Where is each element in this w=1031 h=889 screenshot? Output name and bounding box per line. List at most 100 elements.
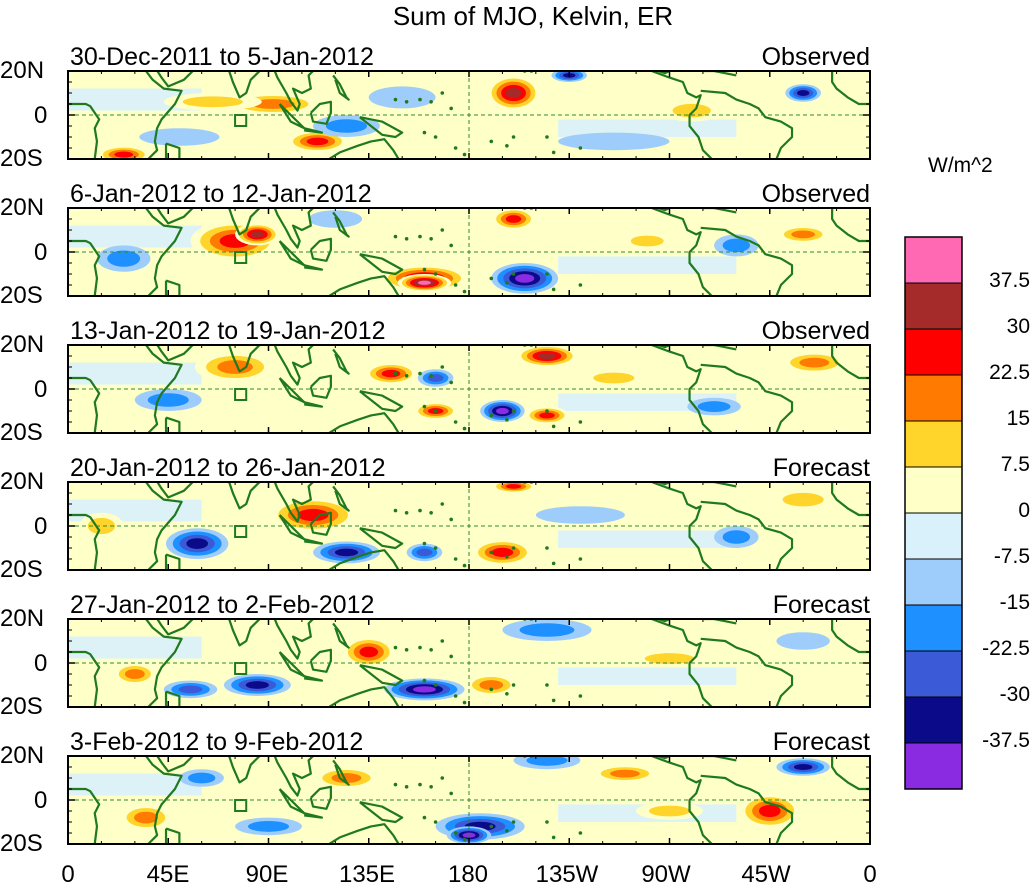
lat-label-eq: 0 bbox=[34, 376, 48, 403]
island-dot bbox=[449, 243, 453, 248]
asia-coast bbox=[227, 619, 315, 660]
island-dot bbox=[449, 791, 453, 796]
region-box bbox=[234, 662, 248, 675]
positive-anomaly bbox=[479, 680, 504, 690]
negative-anomaly bbox=[186, 538, 209, 549]
negative-anomaly bbox=[515, 274, 535, 283]
island-dot bbox=[449, 106, 453, 111]
negative-anomaly bbox=[776, 632, 830, 650]
panel-period: 30-Dec-2011 to 5-Jan-2012 bbox=[70, 43, 374, 71]
lat-label-20n: 20N bbox=[0, 468, 45, 495]
colorbar-label: 22.5 bbox=[989, 361, 1030, 384]
lat-label-20n: 20N bbox=[0, 331, 45, 358]
positive-anomaly bbox=[182, 96, 243, 108]
island-dot bbox=[545, 820, 549, 824]
madagascar-coast bbox=[164, 827, 181, 844]
island-dot bbox=[433, 409, 438, 413]
arabia-coast bbox=[156, 482, 195, 499]
positive-anomaly bbox=[539, 412, 555, 419]
positive-anomaly bbox=[381, 369, 401, 378]
island-dot bbox=[404, 511, 409, 515]
africa-west-coast bbox=[68, 787, 101, 844]
island-dot bbox=[418, 371, 422, 376]
island-dot bbox=[505, 692, 509, 696]
lon-label: 90E bbox=[245, 861, 289, 888]
negative-anomaly bbox=[519, 623, 575, 637]
neutral-band bbox=[558, 667, 737, 685]
units-label: W/m^2 bbox=[928, 154, 993, 177]
panel-period: 20-Jan-2012 to 26-Jan-2012 bbox=[70, 454, 386, 482]
island-dot bbox=[440, 365, 445, 369]
africa-west-coast bbox=[68, 239, 101, 296]
island-dot bbox=[578, 420, 583, 424]
island-dot bbox=[545, 272, 549, 276]
madagascar-coast bbox=[164, 553, 181, 570]
island-dot bbox=[453, 146, 458, 150]
colorbar-label: -15 bbox=[999, 591, 1030, 614]
lat-label-20s: 20S bbox=[0, 419, 43, 446]
java-coast bbox=[303, 812, 324, 819]
caribbean-coast bbox=[702, 345, 737, 351]
island-dot bbox=[511, 272, 516, 276]
island-dot bbox=[453, 694, 458, 698]
island-dot bbox=[551, 150, 556, 155]
africa-northwest-coast bbox=[831, 619, 870, 654]
island-dot bbox=[462, 700, 467, 705]
island-dot bbox=[578, 831, 583, 835]
lat-label-20s: 20S bbox=[0, 693, 43, 720]
negative-anomaly bbox=[178, 685, 203, 694]
negative-anomaly bbox=[796, 89, 810, 97]
neutral-band bbox=[68, 636, 202, 659]
africa-northwest-coast bbox=[831, 345, 870, 380]
south-america-east-coast bbox=[700, 89, 794, 159]
asia-coast bbox=[227, 482, 315, 523]
negative-anomaly bbox=[245, 681, 269, 689]
lat-label-eq: 0 bbox=[34, 787, 48, 814]
colorbar-box bbox=[904, 374, 963, 422]
positive-anomaly bbox=[306, 137, 329, 146]
colorbar-box bbox=[904, 650, 963, 698]
island-dot bbox=[449, 380, 453, 385]
africa-northwest-coast bbox=[831, 208, 870, 243]
positive-anomaly bbox=[610, 769, 640, 778]
africa-west-coast bbox=[68, 376, 101, 433]
island-dot bbox=[545, 683, 549, 687]
panel-map bbox=[68, 208, 870, 296]
region-box bbox=[234, 251, 248, 264]
lon-label: 0 bbox=[863, 861, 877, 888]
positive-anomaly bbox=[593, 372, 635, 384]
island-dot bbox=[551, 424, 556, 429]
lat-label-20s: 20S bbox=[0, 145, 43, 172]
colorbar-label: -7.5 bbox=[993, 545, 1030, 568]
americas-west-coast bbox=[647, 208, 713, 296]
island-dot bbox=[404, 237, 409, 241]
neutral-band bbox=[558, 119, 737, 137]
colorbar-box bbox=[904, 696, 963, 744]
lon-label: 0 bbox=[61, 861, 75, 888]
island-dot bbox=[578, 694, 583, 698]
island-dot bbox=[453, 420, 458, 424]
island-dot bbox=[422, 130, 427, 135]
colorbar-box bbox=[904, 282, 963, 330]
positive-anomaly bbox=[114, 151, 133, 158]
positive-anomaly bbox=[648, 805, 691, 817]
island-dot bbox=[429, 374, 433, 378]
positive-anomaly bbox=[297, 508, 329, 522]
island-dot bbox=[489, 550, 494, 555]
neutral-band bbox=[558, 256, 737, 274]
island-dot bbox=[449, 517, 453, 522]
asia-coast bbox=[227, 756, 315, 797]
island-dot bbox=[440, 639, 445, 643]
island-dot bbox=[440, 502, 445, 506]
island-dot bbox=[433, 135, 438, 139]
island-dot bbox=[551, 698, 556, 703]
island-dot bbox=[462, 152, 467, 157]
island-dot bbox=[433, 272, 438, 276]
africa-west-coast bbox=[68, 650, 101, 707]
colorbar-label: -30 bbox=[999, 683, 1030, 706]
island-dot bbox=[551, 287, 556, 292]
island-dot bbox=[440, 228, 445, 232]
island-dot bbox=[393, 645, 398, 650]
region-box bbox=[234, 114, 248, 127]
panel-status: Observed bbox=[761, 317, 870, 345]
